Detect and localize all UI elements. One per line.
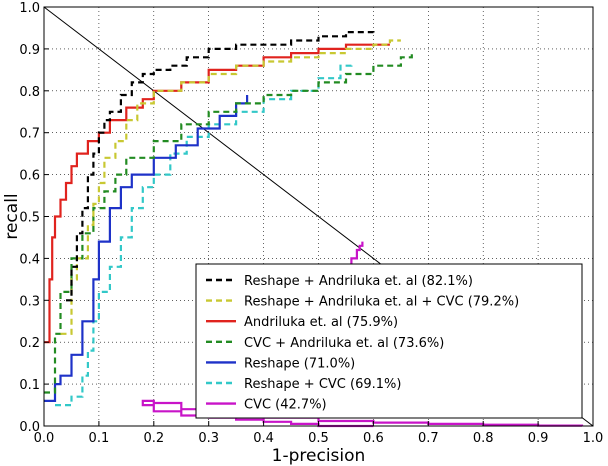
y-tick-label: 0.6 bbox=[19, 169, 40, 184]
y-tick-label: 0.1 bbox=[19, 378, 40, 393]
legend-label-1: Reshape + Andriluka et. al + CVC (79.2%) bbox=[244, 295, 519, 310]
x-tick-label: 0.7 bbox=[418, 431, 439, 446]
x-tick-label: 0.6 bbox=[363, 431, 384, 446]
y-tick-label: 0.8 bbox=[19, 85, 40, 100]
series-line-0 bbox=[66, 31, 375, 302]
series-line-2 bbox=[44, 43, 390, 344]
series-line-4 bbox=[44, 95, 249, 402]
series-line-3 bbox=[44, 53, 413, 394]
x-tick-label: 0.0 bbox=[34, 431, 55, 446]
legend-label-2: Andriluka et. al (75.9%) bbox=[244, 315, 398, 330]
x-tick-label: 0.9 bbox=[528, 431, 549, 446]
legend-label-6: CVC (42.7%) bbox=[244, 398, 327, 413]
x-tick-label: 0.3 bbox=[198, 431, 219, 446]
y-axis-ticks: 0.0 0.1 0.2 0.3 0.4 0.5 0.6 0.7 0.8 0.9 1.0 bbox=[19, 1, 49, 435]
x-axis-ticks: 0.0 0.1 0.2 0.3 0.4 0.5 0.6 0.7 0.8 0.9 1.0 bbox=[34, 421, 604, 446]
x-tick-label: 0.1 bbox=[89, 431, 110, 446]
x-axis-title: 1-precision bbox=[272, 446, 366, 466]
y-axis-title: recall bbox=[2, 193, 22, 239]
x-tick-label: 0.2 bbox=[143, 431, 164, 446]
legend-label-0: Reshape + Andriluka et. al (82.1%) bbox=[244, 274, 473, 289]
legend-label-3: CVC + Andriluka et. al (73.6%) bbox=[244, 336, 444, 351]
x-tick-label: 0.8 bbox=[473, 431, 494, 446]
x-tick-label: 0.5 bbox=[308, 431, 329, 446]
legend-label-4: Reshape (71.0%) bbox=[244, 356, 355, 371]
x-tick-label: 0.4 bbox=[253, 431, 274, 446]
legend-label-5: Reshape + CVC (69.1%) bbox=[244, 377, 401, 392]
y-tick-label: 0.2 bbox=[19, 336, 40, 351]
y-tick-label: 1.0 bbox=[19, 1, 40, 16]
series-line-1 bbox=[60, 39, 401, 335]
y-tick-label: 0.0 bbox=[19, 420, 40, 435]
y-tick-label: 0.4 bbox=[19, 252, 40, 267]
y-tick-label: 0.7 bbox=[19, 127, 40, 142]
y-tick-label: 0.3 bbox=[19, 294, 40, 309]
y-tick-label: 0.9 bbox=[19, 43, 40, 58]
legend-box bbox=[195, 263, 583, 419]
x-tick-label: 1.0 bbox=[583, 431, 604, 446]
y-tick-label: 0.5 bbox=[19, 211, 40, 226]
legend: Reshape + Andriluka et. al (82.1%) Reshap… bbox=[195, 263, 583, 419]
